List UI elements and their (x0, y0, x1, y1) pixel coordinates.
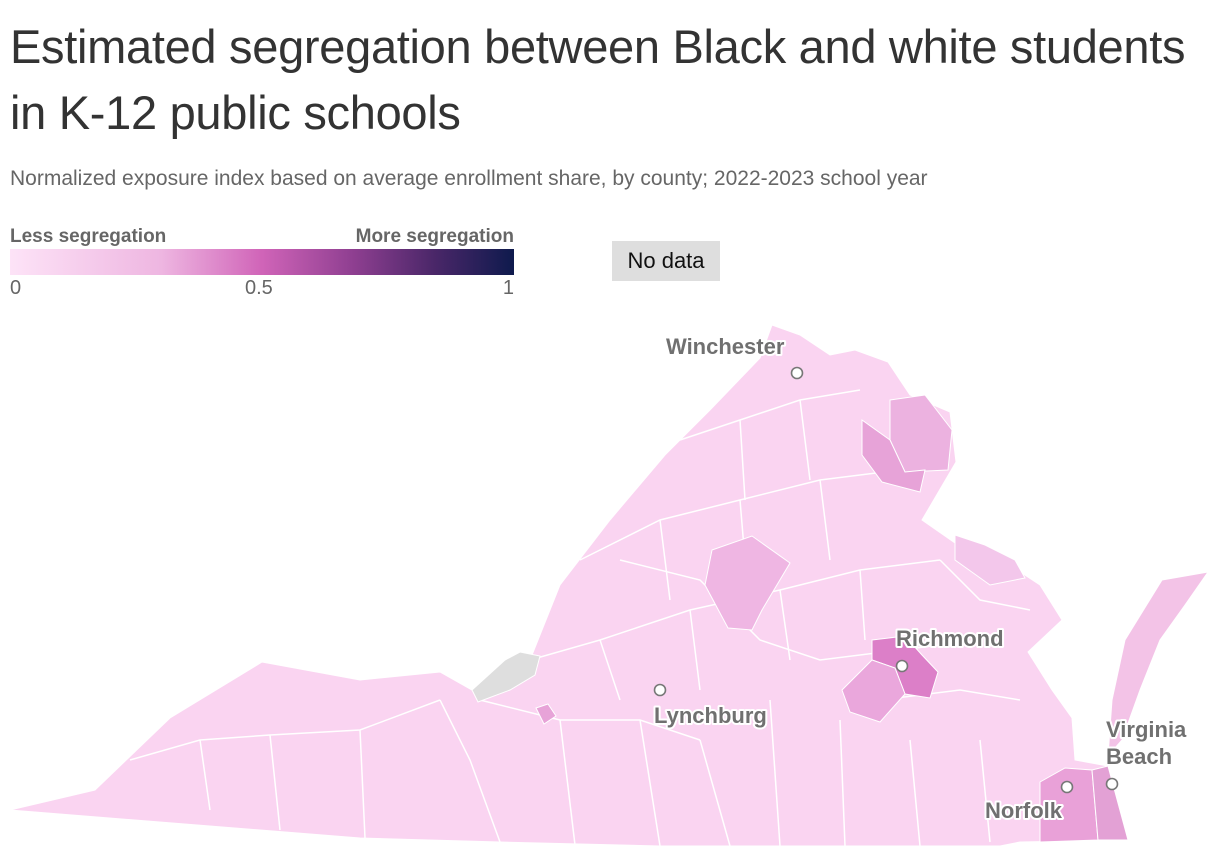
svg-text:Lynchburg: Lynchburg (654, 703, 767, 728)
county-chesterfield (841, 659, 906, 723)
county-albemarle (704, 535, 791, 631)
county-small-southwest (535, 703, 557, 725)
nodata-swatch: No data (612, 241, 720, 281)
city-richmond: Richmond (894, 624, 1006, 673)
svg-text:Richmond: Richmond (896, 626, 1004, 651)
city-norfolk: Norfolk (983, 780, 1074, 825)
city-virginia-beach: Virginia Beach (1104, 715, 1189, 791)
legend-tick-mid: 0.5 (245, 277, 273, 299)
city-winchester: Winchester (664, 332, 804, 380)
legend-high-label: More segregation (355, 226, 514, 247)
svg-text:Norfolk: Norfolk (985, 798, 1063, 823)
county-virginia-beach (1091, 765, 1129, 841)
svg-text:Beach: Beach (1106, 744, 1172, 769)
svg-text:Winchester: Winchester (666, 334, 785, 359)
city-lynchburg: Lynchburg (652, 683, 769, 730)
legend-tick-max: 1 (502, 277, 514, 299)
legend-low-label: Less segregation (10, 226, 167, 247)
color-legend: Less segregation More segregation 0 0.5 … (10, 226, 514, 299)
chart-subtitle: Normalized exposure index based on avera… (10, 167, 928, 190)
svg-text:Virginia: Virginia (1106, 717, 1187, 742)
eastern-shore (1107, 571, 1210, 758)
chart-title: Estimated segregation between Black and … (10, 20, 1186, 139)
county-nodata (471, 651, 541, 703)
county-eastern-virginia (954, 534, 1026, 586)
state-shape (9, 324, 1129, 847)
legend-gradient-bar (10, 249, 514, 275)
county-prince-william (861, 419, 926, 493)
virginia-county-map: Winchester Richmond Lynchburg Virginia B… (9, 324, 1210, 847)
legend-tick-0: 0 (10, 277, 22, 299)
